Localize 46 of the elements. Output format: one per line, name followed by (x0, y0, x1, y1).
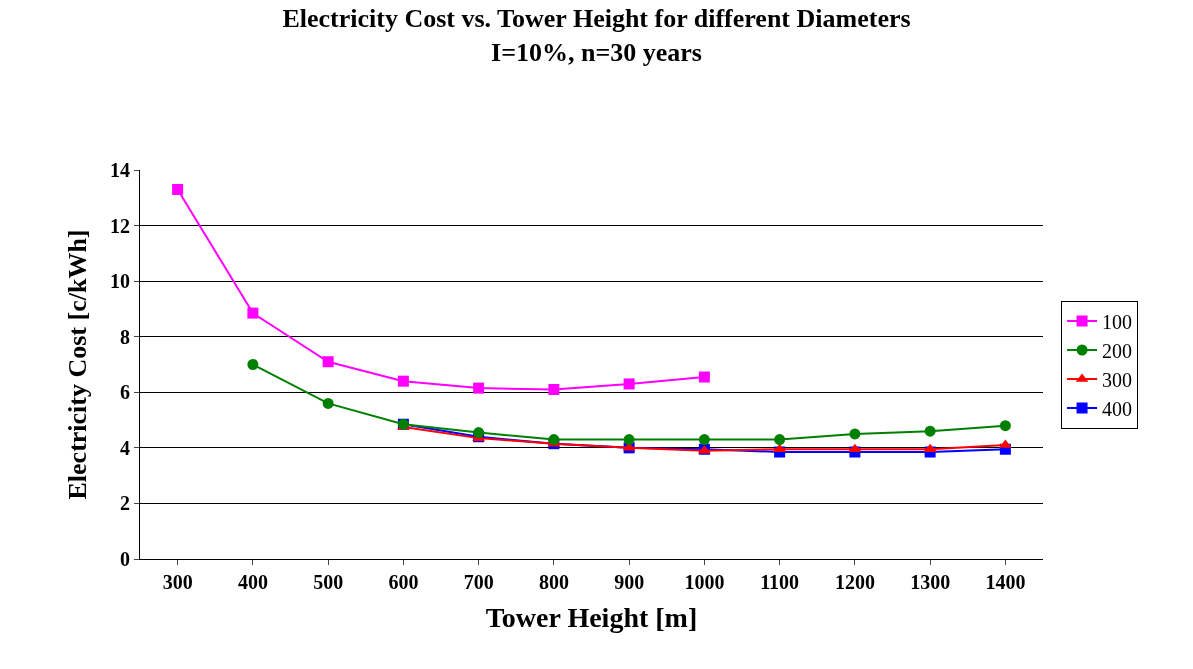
point (548, 384, 560, 396)
point (774, 434, 786, 446)
y-tick-label: 14 (110, 159, 130, 181)
y-tick-label: 2 (120, 492, 130, 515)
point (473, 427, 485, 439)
legend-label: 100 (1102, 310, 1133, 333)
point (322, 356, 334, 368)
y-tick-label: 12 (110, 214, 130, 237)
x-tick-label: 300 (162, 571, 193, 593)
legend-label: 200 (1102, 339, 1133, 362)
x-tick-label: 500 (313, 571, 344, 593)
y-tick-label: 6 (120, 381, 130, 404)
x-tick-label: 800 (538, 571, 569, 593)
y-tick-label: 4 (120, 436, 130, 459)
x-tick-label: 1200 (834, 571, 875, 593)
x-tick-label: 1100 (760, 571, 800, 593)
x-tick-label: 700 (463, 571, 494, 593)
x-tick-label: 1000 (684, 571, 725, 593)
point (172, 183, 184, 195)
chart-subtitle: I=10%, n=30 years (491, 37, 702, 67)
point (623, 434, 635, 446)
legend-label: 400 (1102, 397, 1133, 420)
x-axis-title: Tower Height [m] (485, 602, 698, 634)
x-tick-label: 1300 (910, 571, 951, 593)
x-tick-label: 1400 (985, 571, 1026, 593)
point (548, 434, 560, 446)
y-axis-title: Electricity Cost [c/kWh] (63, 229, 93, 500)
y-tick-label: 10 (110, 270, 130, 293)
point (698, 434, 710, 446)
point (698, 371, 710, 383)
legend-label: 300 (1102, 368, 1133, 391)
chart-title: Electricity Cost vs. Tower Height for different Diameters (282, 3, 911, 33)
point (999, 420, 1011, 432)
point (322, 397, 334, 409)
x-tick-label: 600 (388, 571, 419, 593)
point (623, 378, 635, 390)
x-tick-label: 900 (614, 571, 645, 593)
point (924, 425, 936, 437)
point (247, 307, 259, 319)
point (397, 375, 409, 387)
y-tick-label: 0 (120, 548, 130, 570)
point (473, 382, 485, 394)
y-tick-label: 8 (120, 325, 130, 348)
point (247, 359, 259, 370)
point (849, 428, 861, 440)
x-tick-label: 400 (237, 571, 268, 593)
